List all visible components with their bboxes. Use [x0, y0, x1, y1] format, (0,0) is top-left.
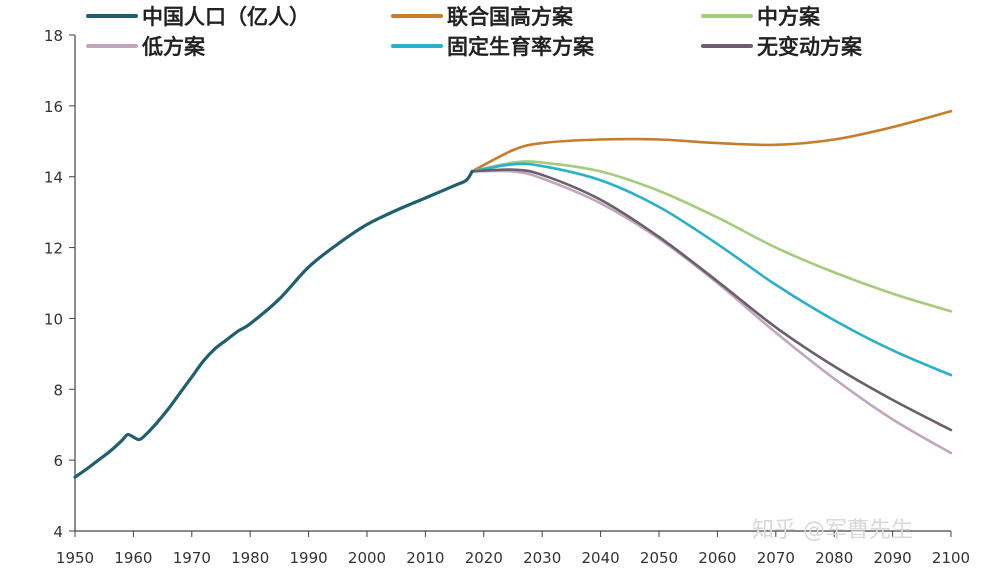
series-lines: [73, 109, 953, 479]
x-tick-label: 2080: [815, 549, 853, 567]
x-tick-label: 2030: [523, 549, 561, 567]
series-line-5: [470, 168, 953, 432]
series-line-2: [470, 160, 953, 313]
tick-labels: 4 6 8 10 12 14 16 18 1950 1960 1970 1980 1990 2000 201…: [44, 27, 970, 567]
y-tick-label: 10: [44, 310, 63, 328]
x-tick-label: 2090: [874, 549, 912, 567]
y-tick-label: 4: [53, 523, 63, 541]
axes: [69, 34, 952, 537]
x-tick-label: 2060: [698, 549, 736, 567]
legend-label-5: 无变动方案: [757, 35, 863, 59]
x-tick-label: 2100: [932, 549, 970, 567]
y-tick-label: 18: [44, 27, 63, 45]
watermark: 知乎 @军曹先生: [752, 518, 913, 543]
x-tick-label: 1980: [231, 549, 269, 567]
x-tick-label: 2020: [465, 549, 503, 567]
x-tick-label: 2070: [757, 549, 795, 567]
x-tick-label: 1950: [56, 549, 94, 567]
legend-label-3: 低方案: [141, 35, 206, 59]
x-tick-label: 1960: [114, 549, 152, 567]
x-tick-label: 2010: [406, 549, 444, 567]
y-tick-label: 16: [44, 98, 63, 116]
x-tick-label: 1970: [173, 549, 211, 567]
series-line-1: [470, 109, 953, 173]
y-tick-label: 8: [53, 381, 63, 399]
y-tick-label: 6: [53, 452, 63, 470]
legend-label-1: 联合国高方案: [447, 5, 574, 29]
series-line-0: [73, 169, 474, 479]
series-line-4: [470, 162, 953, 377]
y-tick-label: 12: [44, 240, 63, 258]
x-tick-label: 2050: [640, 549, 678, 567]
y-tick-label: 14: [44, 169, 63, 187]
x-tick-label: 2000: [348, 549, 386, 567]
x-tick-label: 1990: [290, 549, 328, 567]
legend-label-2: 中方案: [757, 5, 821, 29]
legend-label-4: 固定生育率方案: [447, 35, 595, 59]
x-tick-label: 2040: [582, 549, 620, 567]
legend-label-0: 中国人口（亿人）: [142, 5, 310, 29]
